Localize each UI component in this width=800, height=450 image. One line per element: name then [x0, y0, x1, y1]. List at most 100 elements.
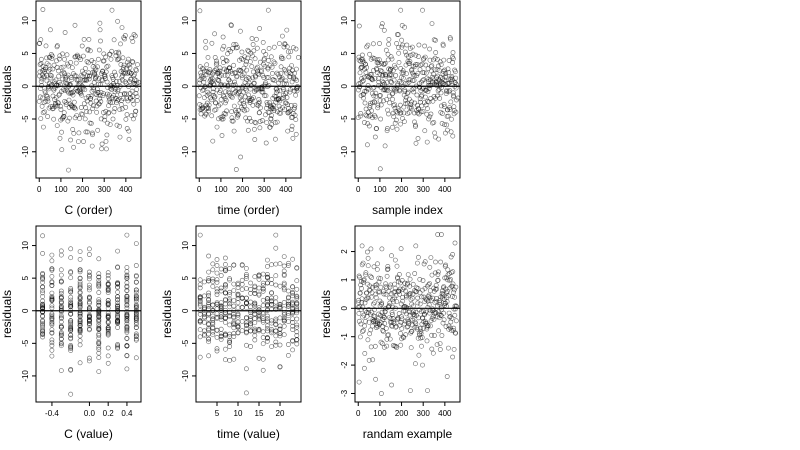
residual-point	[224, 108, 229, 114]
residual-point	[56, 92, 62, 98]
residual-point	[49, 353, 55, 359]
residual-point	[293, 66, 299, 72]
residual-point	[235, 112, 241, 118]
residual-point	[77, 328, 83, 333]
residual-point	[290, 327, 295, 332]
residual-point	[243, 115, 249, 121]
residual-point	[426, 282, 432, 288]
residual-point	[58, 103, 63, 109]
residual-point	[252, 300, 258, 306]
residual-point	[135, 62, 140, 68]
x-tick-label: 0	[356, 185, 361, 194]
residual-point	[415, 286, 421, 291]
residual-point	[106, 110, 111, 116]
residual-point	[133, 67, 139, 72]
residual-point	[77, 256, 83, 262]
residual-point	[38, 61, 44, 66]
residual-point	[262, 93, 267, 99]
residual-point	[234, 114, 240, 120]
residual-point	[36, 41, 42, 46]
residual-point	[218, 326, 224, 332]
residual-point	[403, 332, 409, 338]
y-tick-label: 10	[340, 16, 349, 25]
residual-point	[367, 331, 372, 337]
residual-point	[409, 328, 415, 334]
residual-point	[203, 45, 209, 51]
residual-point	[369, 309, 375, 315]
residual-point	[281, 87, 286, 92]
residual-point	[368, 344, 374, 350]
residual-point	[422, 312, 427, 318]
residual-point	[395, 275, 400, 281]
residual-point	[292, 112, 298, 118]
residual-point	[281, 323, 287, 329]
residual-point	[196, 93, 202, 99]
residual-point	[87, 246, 92, 252]
residual-point	[48, 75, 54, 81]
residual-point	[272, 60, 278, 66]
residual-point	[207, 67, 213, 72]
residual-point	[273, 328, 279, 334]
residual-point	[87, 285, 92, 291]
residual-point	[377, 289, 383, 295]
residual-point	[68, 332, 74, 338]
residual-point	[96, 281, 102, 287]
residual-point	[398, 301, 404, 307]
residual-point	[49, 347, 55, 353]
residual-point	[415, 54, 421, 59]
residual-point	[371, 99, 377, 105]
residual-point	[222, 319, 228, 325]
residual-point	[235, 112, 241, 118]
residual-point	[366, 86, 371, 92]
residual-point	[437, 341, 443, 346]
residual-point	[394, 299, 400, 305]
residual-point	[218, 317, 224, 322]
residual-point	[206, 336, 211, 342]
residual-point	[430, 71, 436, 77]
residual-point	[443, 75, 449, 80]
residual-point	[362, 350, 368, 356]
residual-point	[375, 76, 381, 81]
residual-point	[276, 96, 282, 102]
residual-point	[384, 267, 390, 272]
residual-point	[422, 319, 428, 324]
residual-point	[413, 52, 419, 58]
residual-point	[206, 316, 211, 322]
residual-point	[222, 255, 228, 261]
residual-point	[211, 95, 217, 100]
residual-point	[222, 346, 228, 352]
residual-point	[58, 65, 64, 71]
residual-point	[133, 293, 139, 299]
residual-point	[260, 288, 266, 294]
residual-point	[362, 323, 367, 329]
residual-point	[388, 291, 394, 297]
residual-point	[425, 323, 431, 329]
residual-point	[133, 241, 139, 246]
residual-point	[373, 285, 379, 291]
residual-point	[115, 297, 120, 303]
residual-point	[262, 64, 268, 69]
residual-point	[106, 110, 112, 115]
residual-point	[96, 355, 102, 360]
residual-point	[216, 103, 222, 109]
residual-point	[201, 314, 207, 320]
residual-point	[359, 243, 365, 249]
residual-point	[222, 73, 228, 78]
residual-point	[438, 103, 444, 109]
residual-point	[227, 277, 232, 283]
residual-point	[225, 83, 231, 88]
residual-point	[49, 280, 55, 285]
residual-point	[58, 309, 64, 315]
residual-point	[256, 276, 262, 282]
residual-point	[96, 319, 102, 325]
y-tick-label: 5	[181, 51, 190, 56]
residual-point	[361, 277, 367, 283]
residual-point	[231, 281, 237, 287]
residual-point	[417, 290, 423, 296]
residual-point	[58, 315, 64, 321]
residual-point	[133, 78, 139, 84]
residual-point	[387, 336, 393, 342]
residual-point	[450, 56, 456, 62]
